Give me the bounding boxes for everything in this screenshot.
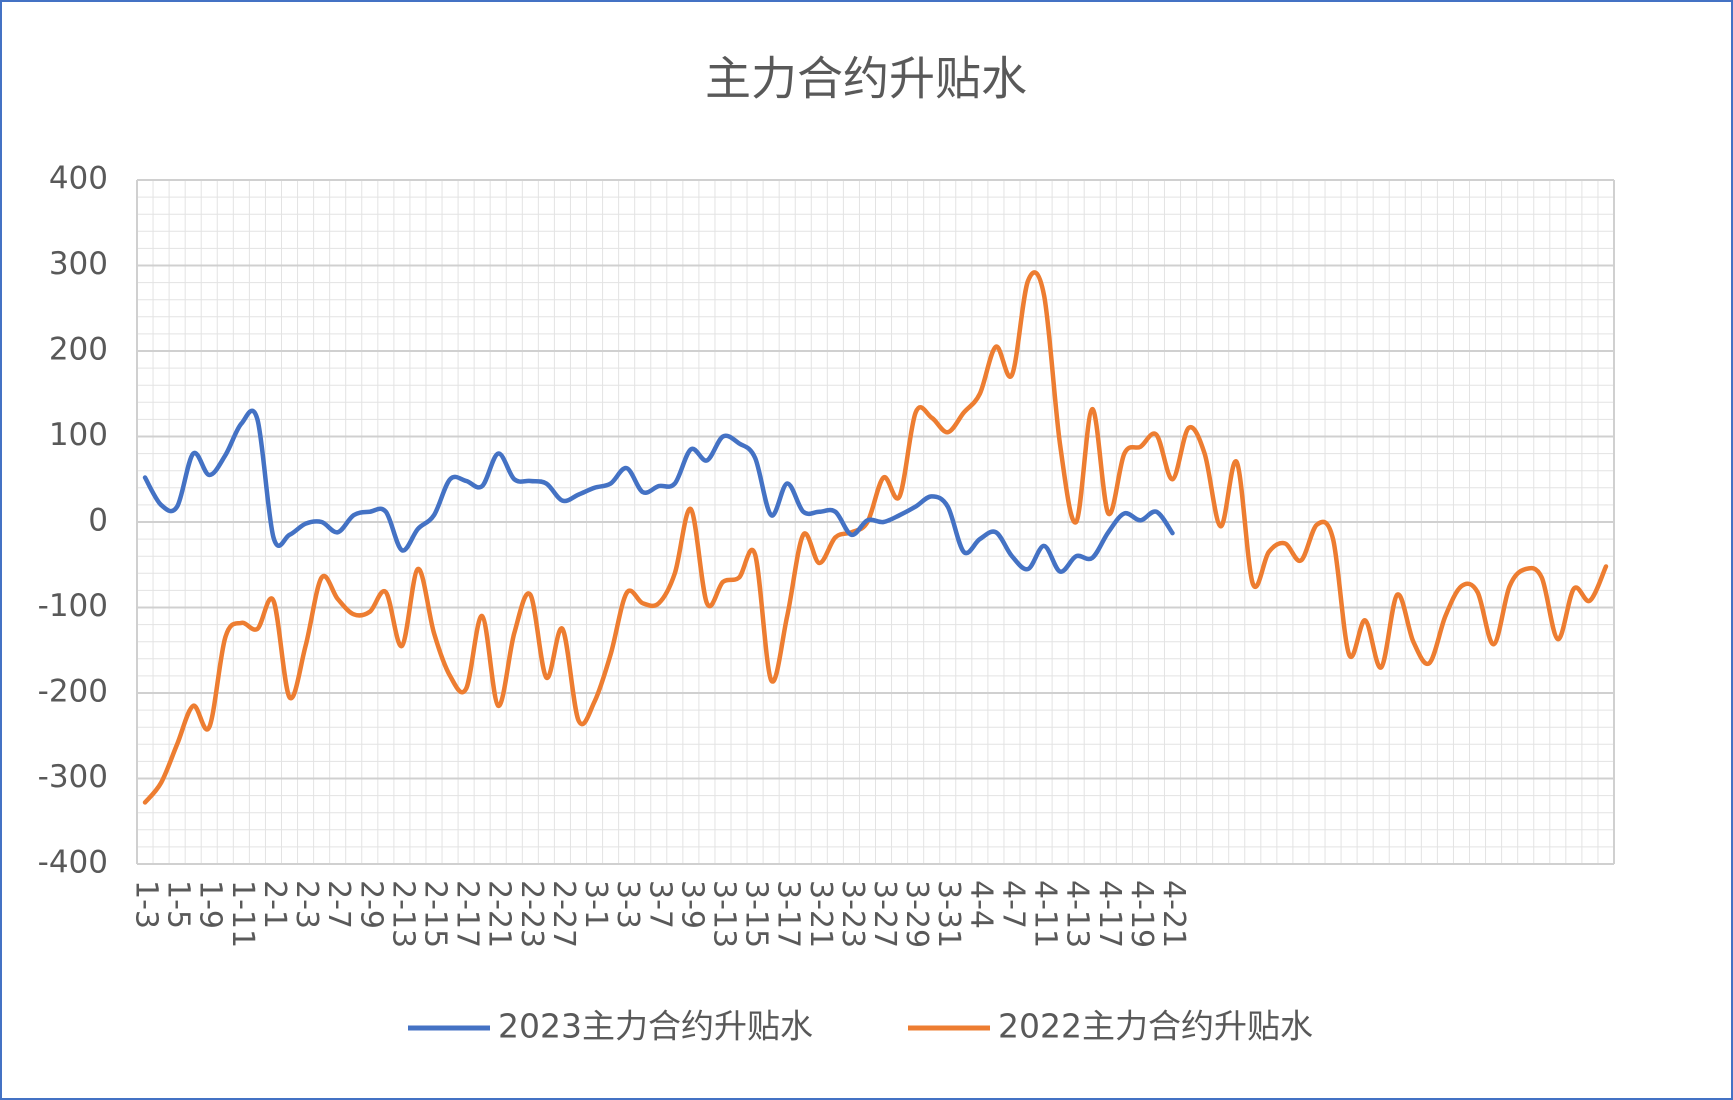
y-tick-label: 200 [49, 332, 108, 368]
x-tick-label: 2-15 [418, 880, 453, 948]
x-tick-label: 3-21 [803, 880, 838, 948]
x-tick-label: 1-11 [225, 880, 260, 948]
x-tick-label: 2-13 [385, 880, 420, 948]
x-tick-label: 1-3 [129, 880, 164, 929]
x-tick-label: 3-27 [867, 880, 902, 948]
chart-title: 主力合约升贴水 [705, 52, 1027, 106]
x-tick-label: 2-21 [482, 880, 517, 948]
x-tick-label: 2-7 [321, 880, 356, 929]
x-tick-label: 3-9 [674, 880, 709, 929]
x-tick-label: 1-5 [161, 880, 196, 929]
x-tick-label: 3-7 [642, 880, 677, 929]
series-line [142, 408, 1175, 574]
x-tick-label: 3-13 [706, 880, 741, 948]
x-tick-label: 2-9 [353, 880, 388, 929]
x-tick-label: 2-23 [514, 880, 549, 948]
y-tick-label: 100 [49, 417, 108, 453]
y-tick-label: 300 [49, 246, 108, 282]
x-tick-label: 3-29 [899, 880, 934, 948]
x-tick-label: 4-17 [1092, 880, 1127, 948]
x-tick-label: 3-3 [610, 880, 645, 929]
legend-label: 2022主力合约升贴水 [998, 1007, 1313, 1046]
x-tick-label: 4-21 [1156, 880, 1191, 948]
x-tick-label: 3-31 [931, 880, 966, 948]
y-tick-label: -100 [38, 588, 108, 624]
y-tick-label: 400 [49, 161, 108, 197]
x-tick-label: 2-27 [546, 880, 581, 948]
y-tick-label: -200 [38, 674, 108, 710]
y-tick-label: 0 [88, 503, 108, 539]
x-tick-label: 3-15 [739, 880, 774, 948]
y-tick-label: -400 [38, 845, 108, 881]
x-tick-label: 4-4 [963, 880, 998, 929]
series-line [142, 270, 1609, 805]
x-tick-label: 4-11 [1028, 880, 1063, 948]
x-tick-label: 2-17 [450, 880, 485, 948]
x-tick-label: 2-1 [257, 880, 292, 929]
x-tick-label: 4-13 [1060, 880, 1095, 948]
x-tick-label: 1-9 [193, 880, 228, 929]
x-tick-label: 3-23 [835, 880, 870, 948]
legend-label: 2023主力合约升贴水 [498, 1007, 813, 1046]
y-tick-label: -300 [38, 759, 108, 795]
x-tick-label: 3-1 [578, 880, 613, 929]
x-tick-label: 2-3 [289, 880, 324, 929]
x-tick-label: 3-17 [771, 880, 806, 948]
x-tick-label: 4-19 [1124, 880, 1159, 948]
x-tick-label: 4-7 [995, 880, 1030, 929]
